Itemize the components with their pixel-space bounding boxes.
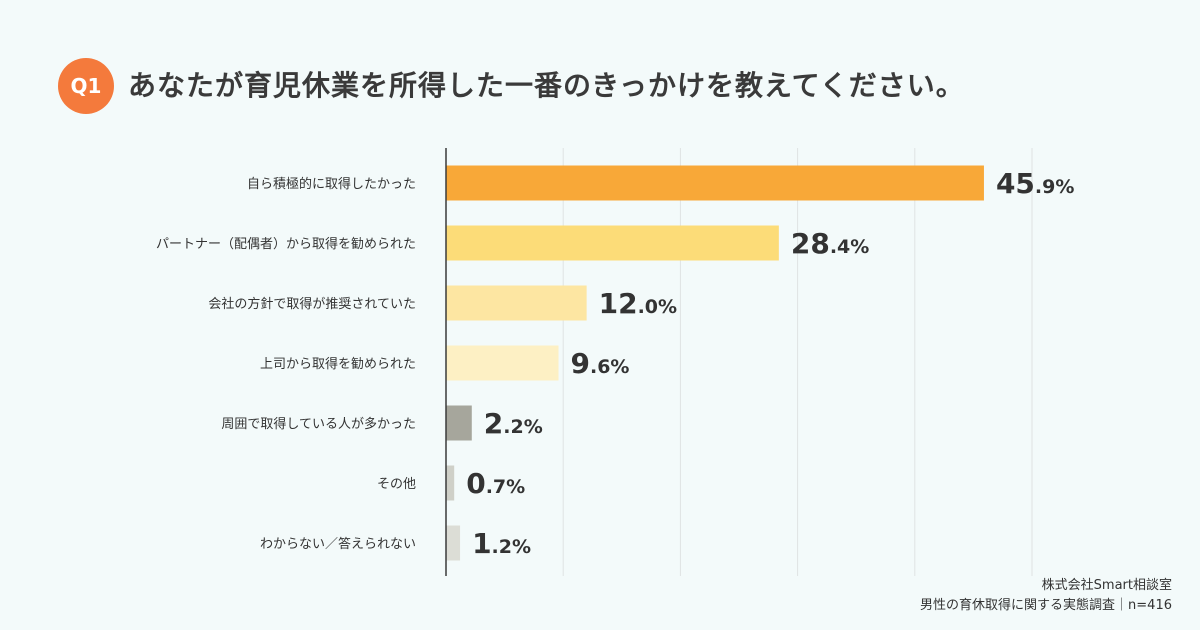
category-label: その他 bbox=[377, 477, 416, 492]
bar bbox=[446, 165, 984, 201]
category-label: 会社の方針で取得が推奨されていた bbox=[208, 296, 416, 312]
value-label: 45.9% bbox=[996, 167, 1074, 200]
bar bbox=[446, 345, 559, 381]
value-label: 1.2% bbox=[472, 527, 531, 560]
value-label: 0.7% bbox=[466, 467, 525, 500]
survey-credit: 男性の育休取得に関する実態調査｜n=416 bbox=[920, 598, 1172, 613]
bar bbox=[446, 225, 779, 261]
category-label: わからない／答えられない bbox=[260, 536, 416, 552]
value-label: 12.0% bbox=[599, 287, 677, 320]
category-label: 上司から取得を勧められた bbox=[260, 356, 416, 372]
value-label: 28.4% bbox=[791, 227, 869, 260]
bar bbox=[446, 405, 472, 441]
category-label: パートナー（配偶者）から取得を勧められた bbox=[156, 236, 416, 252]
bar bbox=[446, 525, 461, 561]
category-label: 周囲で取得している人が多かった bbox=[221, 416, 416, 432]
value-label: 9.6% bbox=[571, 347, 630, 380]
question-badge: Q1 bbox=[58, 58, 114, 114]
bar bbox=[446, 465, 455, 501]
company-credit: 株式会社Smart相談室 bbox=[1041, 578, 1172, 593]
bar bbox=[446, 285, 587, 321]
category-label: 自ら積極的に取得したかった bbox=[247, 176, 416, 192]
page-title: あなたが育児休業を所得した一番のきっかけを教えてください。 bbox=[128, 69, 965, 102]
value-label: 2.2% bbox=[484, 407, 543, 440]
